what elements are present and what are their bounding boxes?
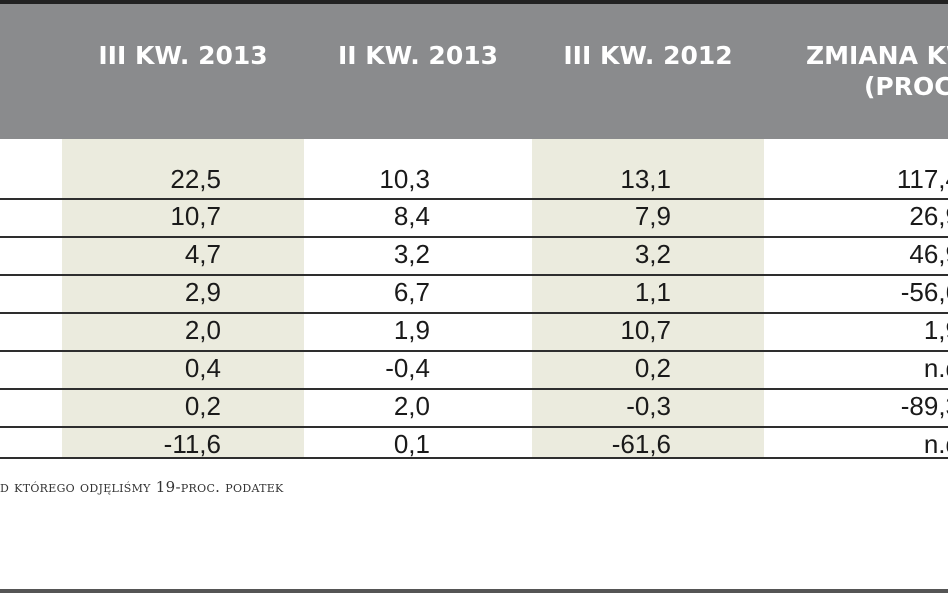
table-row: -11,6 0,1 -61,6 n.d <box>0 427 948 465</box>
footnote: d którego odjęliśmy 19-proc. podatek <box>0 478 284 496</box>
header-col-4-label-line2: (PROC. <box>864 72 948 101</box>
table-cell: -56,6 <box>900 277 948 307</box>
table-cell: 0,2 <box>634 353 671 383</box>
table-cell: 2,0 <box>184 315 221 345</box>
table-cell: -0,4 <box>385 353 430 383</box>
table-row: 0,2 2,0 -0,3 -89,3 <box>0 389 948 427</box>
column-band-1 <box>62 139 304 457</box>
row-divider <box>0 198 948 200</box>
row-divider <box>0 274 948 276</box>
table-cell: n.d <box>923 429 948 459</box>
table-row: 2,9 6,7 1,1 -56,6 <box>0 275 948 313</box>
table-cell: 117,4 <box>896 164 948 194</box>
header-col-1: III KW. 2013 <box>62 4 304 139</box>
row-divider <box>0 388 948 390</box>
table-cell: 1,1 <box>634 277 671 307</box>
table-cell: 10,7 <box>620 315 671 345</box>
table-cell: -11,6 <box>163 429 221 459</box>
table-cell: -61,6 <box>611 429 671 459</box>
table-row: 2,0 1,9 10,7 1,9 <box>0 313 948 351</box>
table-cell: 2,0 <box>393 391 430 421</box>
table-cell: n.d <box>923 353 948 383</box>
table-cell: 3,2 <box>634 239 671 269</box>
table-cell: 1,9 <box>393 315 430 345</box>
table-row: 22,5 10,3 13,1 117,4 <box>0 158 948 196</box>
table-cell: 22,5 <box>170 164 221 194</box>
row-divider <box>0 457 948 459</box>
header-col-2: II KW. 2013 <box>304 4 532 139</box>
top-rule <box>0 0 948 4</box>
table-cell: 3,2 <box>393 239 430 269</box>
table-cell: 13,1 <box>620 164 671 194</box>
row-divider <box>0 426 948 428</box>
table-cell: -89,3 <box>900 391 948 421</box>
table-row: 10,7 8,4 7,9 26,9 <box>0 199 948 237</box>
table-cell: 46,9 <box>909 239 948 269</box>
table-cell: 0,1 <box>393 429 430 459</box>
column-band-3 <box>532 139 764 457</box>
table-cell: 2,9 <box>184 277 221 307</box>
table-cell: 10,3 <box>379 164 430 194</box>
table-cell: 0,4 <box>184 353 221 383</box>
header-col-4: ZMIANA KW (PROC. <box>806 4 948 139</box>
table-cell: 10,7 <box>170 201 221 231</box>
table-cell: -0,3 <box>626 391 671 421</box>
header-col-2-label: II KW. 2013 <box>338 41 498 70</box>
header-col-3-label: III KW. 2012 <box>563 41 733 70</box>
table-cell: 26,9 <box>909 201 948 231</box>
table-cell: 8,4 <box>393 201 430 231</box>
table-cell: 6,7 <box>393 277 430 307</box>
header-col-1-label: III KW. 2013 <box>98 41 268 70</box>
table-cell: 0,2 <box>184 391 221 421</box>
header-col-4-label-line1: ZMIANA KW <box>806 41 948 70</box>
row-divider <box>0 350 948 352</box>
table-row: 4,7 3,2 3,2 46,9 <box>0 237 948 275</box>
bottom-rule <box>0 589 948 593</box>
row-divider <box>0 236 948 238</box>
table-row: 0,4 -0,4 0,2 n.d <box>0 351 948 389</box>
row-divider <box>0 312 948 314</box>
table-cell: 4,7 <box>184 239 221 269</box>
table-cell: 1,9 <box>923 315 948 345</box>
table-cell: 7,9 <box>634 201 671 231</box>
table-header: III KW. 2013 II KW. 2013 III KW. 2012 ZM… <box>0 4 948 139</box>
header-col-3: III KW. 2012 <box>532 4 764 139</box>
